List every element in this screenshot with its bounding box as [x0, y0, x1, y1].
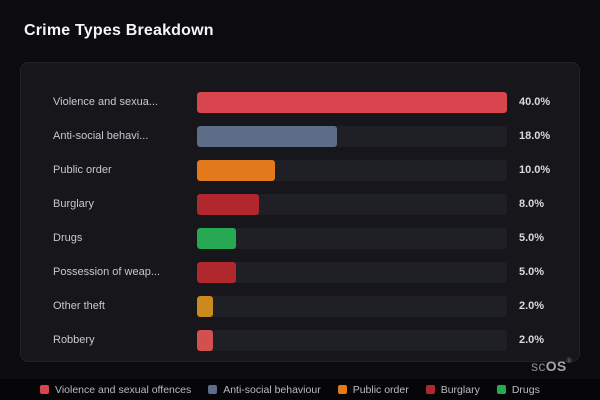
- bar-track: [197, 159, 507, 181]
- bar-track: [197, 295, 507, 317]
- bar[interactable]: [197, 329, 213, 351]
- category-label: Anti-social behavi...: [53, 130, 149, 142]
- legend-item[interactable]: Violence and sexual offences: [40, 384, 191, 396]
- watermark-suffix: OS: [545, 358, 567, 374]
- value-label: 5.0%: [519, 232, 545, 244]
- bar[interactable]: [197, 295, 213, 317]
- chart-card: Violence and sexua... 40.0% Anti-social be…: [20, 62, 580, 362]
- watermark-prefix: sc: [531, 358, 546, 374]
- category-label: Other theft: [53, 300, 105, 312]
- bar[interactable]: [197, 91, 507, 113]
- page-title: Crime Types Breakdown: [24, 22, 214, 39]
- category-label: Violence and sexua...: [53, 96, 158, 108]
- chart-rows: Violence and sexua... 40.0% Anti-social be…: [53, 85, 565, 357]
- bar[interactable]: [197, 261, 236, 283]
- value-label: 2.0%: [519, 300, 545, 312]
- chart-row: Robbery 2.0%: [53, 323, 565, 357]
- bar[interactable]: [197, 227, 236, 249]
- legend-swatch: [208, 385, 218, 394]
- bar[interactable]: [197, 125, 337, 147]
- chart-row: Drugs 5.0%: [53, 221, 565, 255]
- value-label: 5.0%: [519, 266, 545, 278]
- chart-row: Violence and sexua... 40.0%: [53, 85, 565, 119]
- legend-item[interactable]: Public order: [337, 383, 409, 396]
- bar-track: [197, 227, 507, 249]
- bar-track: [197, 193, 507, 215]
- chart-row: Possession of weap... 5.0%: [53, 255, 565, 289]
- scos-watermark: scOS®: [531, 358, 572, 374]
- value-label: 18.0%: [519, 130, 551, 142]
- legend-item[interactable]: Anti-social behaviour: [208, 383, 321, 396]
- value-label: 10.0%: [519, 164, 551, 176]
- category-label: Public order: [53, 164, 112, 176]
- legend-label: Drugs: [511, 383, 540, 396]
- category-label: Robbery: [53, 334, 95, 346]
- bar[interactable]: [197, 193, 259, 215]
- legend-label: Public order: [352, 383, 409, 396]
- legend-label: Burglary: [440, 383, 480, 396]
- category-label: Burglary: [53, 198, 94, 210]
- legend: Violence and sexual offences Anti-social …: [0, 379, 600, 400]
- value-label: 40.0%: [519, 96, 551, 108]
- bar-track: [197, 261, 507, 283]
- bar-track: [197, 125, 507, 147]
- value-label: 2.0%: [519, 334, 545, 346]
- bar-track: [197, 329, 507, 351]
- value-label: 8.0%: [519, 198, 545, 210]
- category-label: Possession of weap...: [53, 266, 161, 278]
- legend-swatch: [425, 385, 435, 394]
- chart-row: Anti-social behavi... 18.0%: [53, 119, 565, 153]
- chart-row: Burglary 8.0%: [53, 187, 565, 221]
- bar-track: [197, 91, 507, 113]
- legend-item[interactable]: Burglary: [425, 383, 480, 396]
- category-label: Drugs: [53, 232, 83, 244]
- legend-label: Anti-social behaviour: [223, 383, 321, 396]
- legend-swatch: [40, 385, 49, 394]
- legend-swatch: [496, 385, 506, 394]
- watermark-reg: ®: [566, 358, 572, 365]
- chart-row: Public order 10.0%: [53, 153, 565, 187]
- legend-item[interactable]: Drugs: [496, 383, 540, 396]
- bar[interactable]: [197, 159, 275, 181]
- legend-swatch: [337, 385, 347, 394]
- legend-label: Violence and sexual offences: [55, 383, 192, 396]
- chart-row: Other theft 2.0%: [53, 289, 565, 323]
